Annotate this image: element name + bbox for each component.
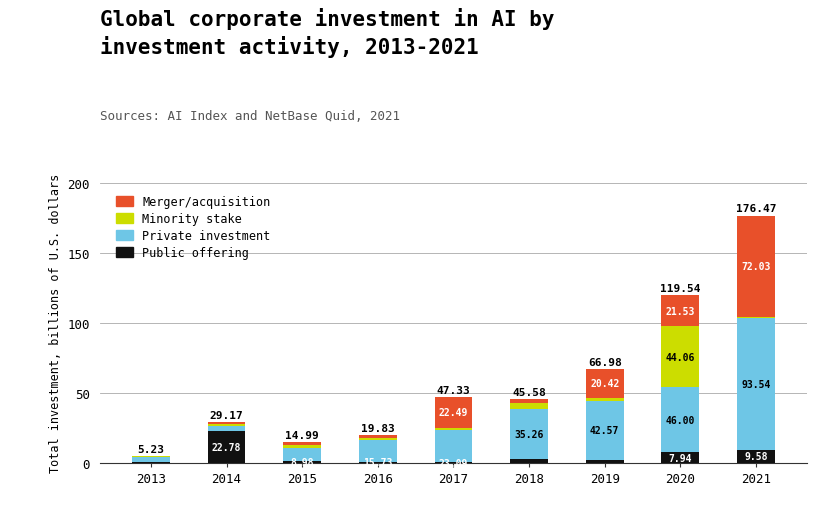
Text: 22.49: 22.49 [438,408,468,418]
Bar [586,461,624,463]
Text: 9.58: 9.58 [745,451,768,462]
Bar [208,427,245,431]
Bar [359,435,397,438]
Bar [359,438,397,440]
Bar [208,425,245,427]
Text: 15.73: 15.73 [363,458,393,467]
Bar [586,398,624,401]
Bar [283,445,321,448]
Bar [283,442,321,445]
Bar [434,430,473,463]
Text: Sources: AI Index and NetBase Quid, 2021: Sources: AI Index and NetBase Quid, 2021 [100,109,400,122]
Text: 5.23: 5.23 [137,444,165,454]
Bar [208,422,245,425]
Text: 72.03: 72.03 [741,262,770,272]
Bar [737,216,775,317]
Bar [586,401,624,461]
Text: Global corporate investment in AI by
investment activity, 2013-2021: Global corporate investment in AI by inv… [100,8,554,58]
Text: 22.78: 22.78 [212,442,241,452]
Text: 8.98: 8.98 [290,457,314,467]
Bar [510,410,548,459]
Bar [434,397,473,429]
Bar [359,462,397,463]
Text: 176.47: 176.47 [735,204,776,214]
Bar [283,461,321,463]
Bar [510,404,548,410]
Bar [434,429,473,430]
Text: 45.58: 45.58 [513,387,546,398]
Text: 42.57: 42.57 [590,426,619,436]
Text: 23.09: 23.09 [438,458,468,468]
Legend: Merger/acquisition, Minority stake, Private investment, Public offering: Merger/acquisition, Minority stake, Priv… [113,192,274,263]
Bar [661,296,699,326]
Text: 20.42: 20.42 [590,379,619,389]
Y-axis label: Total investment, billions of U.S. dollars: Total investment, billions of U.S. dolla… [49,174,62,472]
Bar [208,431,245,463]
Bar [661,388,699,452]
Bar [283,448,321,461]
Text: 119.54: 119.54 [660,284,701,294]
Text: 66.98: 66.98 [588,357,622,367]
Text: 7.94: 7.94 [669,453,692,463]
Text: 29.17: 29.17 [210,410,244,420]
Text: 35.26: 35.26 [514,429,544,439]
Bar [661,452,699,463]
Bar [132,457,170,463]
Bar [737,317,775,319]
Bar [359,440,397,462]
Bar [737,319,775,450]
Bar [510,400,548,404]
Text: 21.53: 21.53 [666,306,695,316]
Bar [661,326,699,388]
Text: 44.06: 44.06 [666,352,695,362]
Text: 14.99: 14.99 [285,430,319,440]
Text: 93.54: 93.54 [741,379,770,389]
Bar [510,459,548,463]
Bar [132,456,170,457]
Text: 46.00: 46.00 [666,415,695,425]
Text: 47.33: 47.33 [437,385,470,395]
Bar [737,450,775,463]
Text: 19.83: 19.83 [361,423,394,433]
Bar [586,370,624,398]
